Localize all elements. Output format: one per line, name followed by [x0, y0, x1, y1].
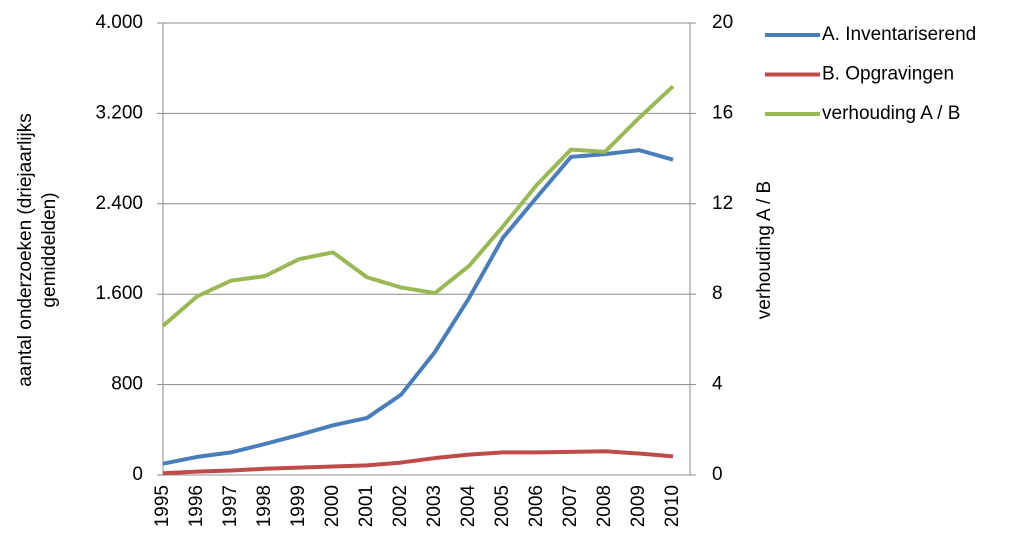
x-tick-label: 2004: [458, 485, 479, 528]
y2-tick-label: 12: [712, 193, 733, 214]
legend-label: A. Inventariserend: [822, 24, 976, 45]
x-tick-label: 1997: [220, 485, 241, 527]
x-tick-label: 2001: [356, 485, 377, 527]
x-tick-label: 2003: [424, 485, 445, 527]
y-tick-label: 4.000: [95, 12, 143, 33]
y2-tick-label: 20: [712, 12, 733, 33]
x-tick-label: 2010: [662, 485, 683, 527]
x-tick-label: 1999: [288, 485, 309, 527]
series-line: [162, 148, 674, 466]
x-tick-label: 2009: [628, 485, 649, 527]
x-tick-label: 2000: [322, 485, 343, 527]
y-tick-label: 800: [111, 374, 143, 395]
y2-tick-label: 0: [712, 464, 723, 485]
x-tick-label: 1998: [254, 485, 275, 527]
y-tick-label: 3.200: [95, 102, 143, 123]
y2-tick-label: 4: [712, 374, 723, 395]
x-tick-label: 2005: [492, 485, 513, 527]
series-line: [161, 84, 675, 328]
x-tick-label: 2007: [560, 485, 581, 527]
x-tick-label: 1995: [152, 485, 173, 527]
legend-label: verhouding A / B: [822, 103, 960, 124]
y-tick-label: 0: [132, 464, 143, 485]
x-tick-label: 1996: [186, 485, 207, 527]
y-tick-label: 1.600: [95, 283, 143, 304]
y2-tick-label: 16: [712, 102, 733, 123]
y2-tick-label: 8: [712, 283, 723, 304]
y-axis-title: aantal onderzoeken (driejaarlijks: [15, 113, 36, 387]
x-tick-label: 2008: [594, 485, 615, 527]
legend-label: B. Opgravingen: [822, 64, 954, 85]
series-line: [162, 449, 674, 476]
y-tick-label: 2.400: [95, 193, 143, 214]
y2-axis-title: verhouding A / B: [754, 181, 775, 319]
x-tick-label: 2002: [390, 485, 411, 527]
x-tick-label: 2006: [526, 485, 547, 527]
y-axis-title: gemiddelden): [39, 192, 60, 307]
